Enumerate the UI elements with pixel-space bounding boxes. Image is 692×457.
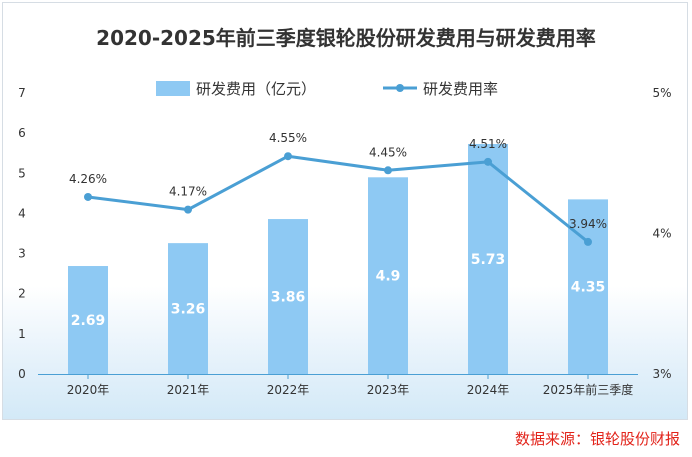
left-axis-tick: 7: [18, 86, 26, 100]
rate-value-label: 4.51%: [469, 137, 507, 151]
rate-value-label: 4.17%: [169, 185, 207, 199]
right-axis-tick: 4%: [652, 227, 671, 241]
right-axis-tick: 3%: [652, 367, 671, 381]
rate-value-label: 4.55%: [269, 131, 307, 145]
x-axis-tick-label: 2022年: [267, 383, 310, 397]
bar-value-label: 3.86: [271, 290, 306, 306]
bar: [568, 199, 608, 374]
rate-value-label: 4.26%: [69, 172, 107, 186]
source-note: 数据来源：银轮股份财报: [514, 430, 680, 448]
rate-point: [384, 166, 392, 175]
left-axis-tick: 1: [18, 327, 26, 341]
bar: [168, 243, 208, 374]
bar: [368, 177, 408, 374]
left-axis-tick: 3: [18, 247, 26, 261]
chart-title: 2020-2025年前三季度银轮股份研发费用与研发费用率: [96, 26, 596, 50]
left-axis-tick: 2: [18, 287, 26, 301]
left-axis-tick: 6: [18, 126, 26, 140]
legend-bar-label: 研发费用（亿元）: [196, 80, 316, 98]
legend-bar-swatch: [156, 81, 190, 96]
x-axis-tick-label: 2021年: [167, 383, 210, 397]
left-axis-tick: 4: [18, 206, 26, 220]
legend-line-label: 研发费用率: [423, 80, 498, 98]
bar-value-label: 4.9: [376, 269, 401, 285]
bar: [468, 143, 508, 374]
rate-value-label: 3.94%: [569, 217, 607, 231]
bar-value-label: 3.26: [171, 302, 206, 318]
left-axis-tick: 5: [18, 166, 26, 180]
right-axis-tick: 5%: [652, 86, 671, 100]
bar: [68, 266, 108, 374]
legend-line-marker: [396, 84, 404, 92]
bar: [268, 219, 308, 374]
rate-line: [87, 154, 589, 244]
rate-value-label: 4.45%: [369, 145, 407, 159]
bar-value-label: 4.35: [571, 280, 606, 296]
rate-point: [84, 192, 92, 201]
left-axis-tick: 0: [18, 367, 26, 381]
x-axis-tick-label: 2020年: [67, 383, 110, 397]
x-axis-tick-label: 2023年: [367, 383, 410, 397]
rate-point: [584, 237, 592, 246]
bar-value-label: 5.73: [471, 252, 506, 268]
rate-point: [484, 157, 492, 166]
rate-point: [284, 152, 292, 161]
x-axis-tick-label: 2025年前三季度: [543, 382, 634, 397]
rate-point: [184, 205, 192, 214]
bar-value-label: 2.69: [71, 313, 106, 329]
x-axis-tick-label: 2024年: [467, 383, 510, 397]
